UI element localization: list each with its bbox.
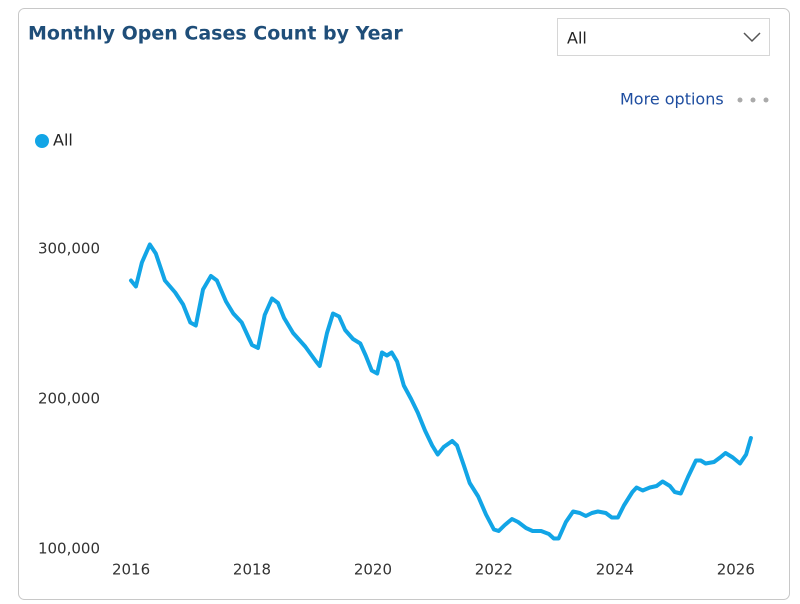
x-tick-label: 2018 bbox=[233, 561, 271, 579]
dropdown-box[interactable] bbox=[557, 18, 770, 56]
dot[interactable] bbox=[737, 97, 743, 103]
card bbox=[18, 8, 790, 600]
y-tick-label: 100,000 bbox=[38, 540, 100, 558]
x-tick-label: 2022 bbox=[475, 561, 513, 579]
dot[interactable] bbox=[750, 97, 756, 103]
x-tick-label: 2026 bbox=[717, 561, 755, 579]
dot[interactable] bbox=[763, 97, 769, 103]
dropdown[interactable]: All bbox=[557, 18, 770, 56]
dropdown-chevron[interactable] bbox=[743, 32, 761, 43]
y-tick-label: 300,000 bbox=[38, 240, 100, 258]
x-tick-label: 2016 bbox=[112, 561, 150, 579]
legend-marker bbox=[35, 134, 49, 148]
chart-title: Monthly Open Cases Count by Year bbox=[28, 23, 403, 45]
line bbox=[129, 242, 753, 541]
more-options-label[interactable]: More options bbox=[620, 90, 724, 109]
legend-label: All bbox=[53, 131, 73, 150]
more-options[interactable]: More options bbox=[620, 90, 769, 109]
dropdown-value[interactable]: All bbox=[567, 29, 587, 48]
x-tick-label: 2020 bbox=[354, 561, 392, 579]
y-tick-label: 200,000 bbox=[38, 390, 100, 408]
x-tick-label: 2024 bbox=[596, 561, 634, 579]
